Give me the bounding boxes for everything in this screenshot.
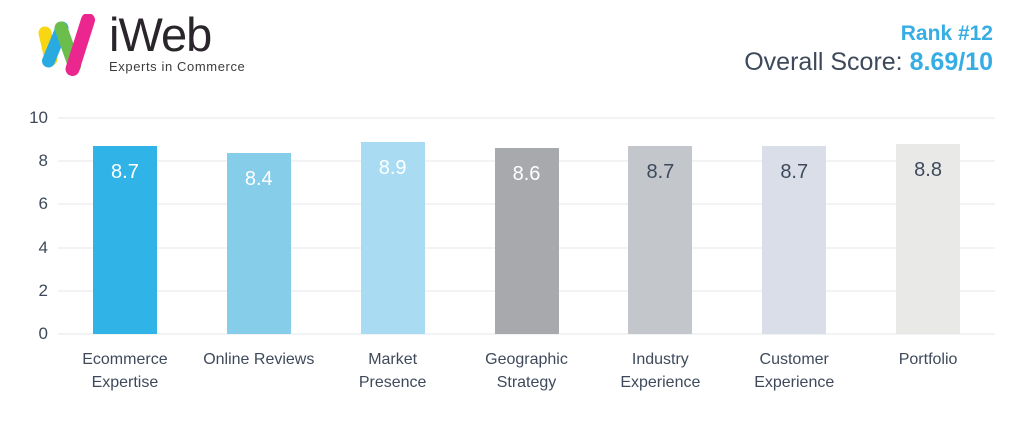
logo-text: iWeb Experts in Commerce: [109, 8, 246, 74]
bar: 8.6: [494, 148, 559, 334]
bar: 8.9: [360, 141, 425, 334]
bar-column: 8.7: [593, 118, 727, 334]
bar: 8.7: [628, 146, 693, 334]
category-label-text: Geographic Strategy: [485, 351, 568, 391]
bar-value-label: 8.6: [512, 163, 541, 186]
iweb-logo: iWeb Experts in Commerce: [30, 8, 246, 78]
bar-chart: 0 2 4 6 8 10 8.7 8.4 8.9 8.6 8.7 8.7 8.8 Ecommerce …: [0, 100, 1024, 430]
logo-stroke-pink: [65, 14, 95, 76]
y-tick-label: 4: [38, 237, 48, 257]
header: iWeb Experts in Commerce Rank #12 Overal…: [30, 8, 993, 78]
grid-line: [58, 117, 995, 119]
category-label: Customer Experience: [727, 348, 861, 394]
category-label: Portfolio: [861, 348, 995, 394]
bar: 8.4: [226, 152, 291, 334]
category-label-text: Portfolio: [898, 351, 958, 368]
bar-column: 8.6: [460, 118, 594, 334]
bar-column: 8.7: [58, 118, 192, 334]
overall-score-value: 8.69/10: [909, 48, 993, 76]
iweb-logo-mark: [38, 14, 95, 76]
bar-column: 8.9: [326, 118, 460, 334]
bar-value-label: 8.8: [914, 158, 942, 181]
x-axis-labels: Ecommerce Expertise Online Reviews Market …: [58, 348, 995, 394]
overall-score: Overall Score: 8.69/10: [744, 47, 993, 78]
category-label-text: Online Reviews: [203, 351, 315, 368]
rank-text: Rank #12: [900, 22, 993, 45]
overall-score-label: Overall Score:: [744, 48, 903, 76]
brand-tagline: Experts in Commerce: [109, 59, 246, 74]
bar: 8.7: [762, 146, 827, 334]
y-tick-label: 10: [29, 108, 48, 127]
bar-column: 8.7: [727, 118, 861, 334]
category-label-text: Customer Experience: [754, 351, 835, 391]
category-label: Online Reviews: [192, 348, 326, 394]
bar-value-label: 8.7: [780, 161, 809, 184]
category-label: Geographic Strategy: [460, 348, 594, 394]
category-label-text: Ecommerce Expertise: [82, 351, 168, 391]
y-tick-label: 2: [38, 280, 48, 300]
category-label: Industry Experience: [593, 348, 727, 394]
y-tick-label: 6: [38, 194, 48, 214]
bar-column: 8.8: [861, 118, 995, 334]
bar-value-label: 8.4: [244, 167, 273, 190]
brand-name: iWeb: [109, 8, 212, 61]
bars-row: 8.7 8.4 8.9 8.6 8.7 8.7 8.8: [58, 118, 995, 334]
grid-line: [58, 333, 995, 335]
category-label-text: Industry Experience: [620, 351, 701, 391]
category-label-text: Market Presence: [358, 351, 427, 391]
y-tick-label: 0: [38, 324, 48, 343]
bar-value-label: 8.9: [378, 156, 407, 179]
bar: 8.7: [92, 146, 157, 334]
category-label: Ecommerce Expertise: [58, 348, 192, 394]
category-label: Market Presence: [326, 348, 460, 394]
score-block: Rank #12 Overall Score: 8.69/10: [744, 12, 993, 78]
bar: 8.8: [896, 143, 961, 334]
bar-value-label: 8.7: [111, 161, 139, 184]
bar-value-label: 8.7: [646, 161, 675, 184]
bar-column: 8.4: [192, 118, 326, 334]
y-tick-label: 8: [38, 151, 48, 171]
